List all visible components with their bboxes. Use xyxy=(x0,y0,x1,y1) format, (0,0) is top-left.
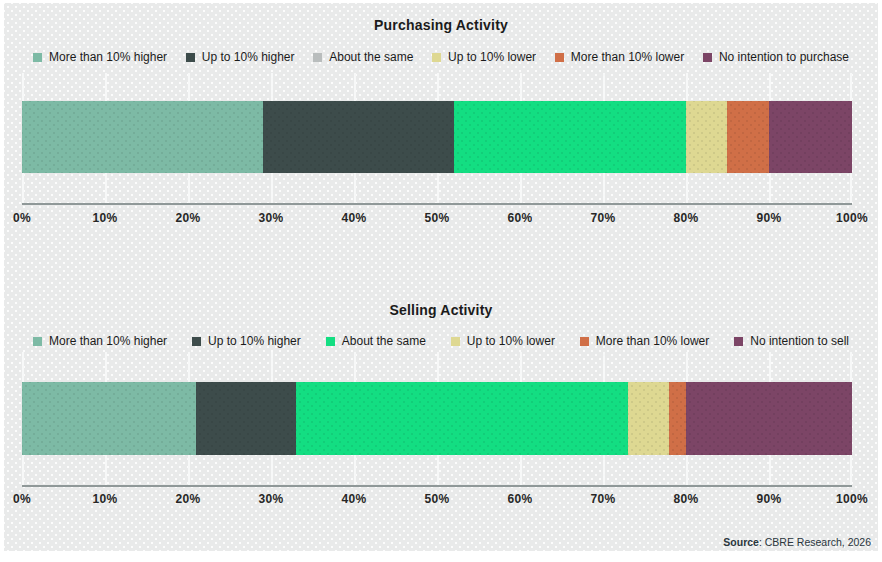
segment-no-intention-to-purchase xyxy=(769,101,852,173)
segment-more-than-10pct-lower xyxy=(727,101,769,173)
x-axis-selling: 0% 10% 20% 30% 40% 50% 60% 70% 80% 90% 1… xyxy=(22,492,852,510)
axis-tick-label: 50% xyxy=(425,492,450,506)
chart-panel: Purchasing Activity More than 10% higher… xyxy=(4,3,878,551)
chart-title-selling: Selling Activity xyxy=(4,302,878,318)
legend-swatch xyxy=(555,53,564,62)
segment-no-intention-to-sell xyxy=(686,382,852,455)
axis-tick-label: 80% xyxy=(674,211,699,225)
stacked-bar-purchasing xyxy=(22,101,852,173)
legend-label: More than 10% lower xyxy=(571,50,684,64)
legend-item: No intention to purchase xyxy=(703,50,849,64)
axis-tick-label: 0% xyxy=(13,492,31,506)
legend-item: Up to 10% lower xyxy=(432,50,536,64)
segment-up-to-10pct-higher xyxy=(263,101,454,173)
segment-up-to-10pct-lower xyxy=(686,101,728,173)
axis-tick-label: 80% xyxy=(674,492,699,506)
source-text: : CBRE Research, 2026 xyxy=(759,536,871,548)
legend-swatch xyxy=(734,337,743,346)
legend-item: No intention to sell xyxy=(734,334,849,348)
legend-item: About the same xyxy=(326,334,426,348)
x-axis-purchasing: 0% 10% 20% 30% 40% 50% 60% 70% 80% 90% 1… xyxy=(22,211,852,229)
legend-purchasing: More than 10% higher Up to 10% higher Ab… xyxy=(4,50,878,64)
legend-label: More than 10% higher xyxy=(49,50,167,64)
legend-item: Up to 10% higher xyxy=(186,50,295,64)
axis-tick-label: 40% xyxy=(342,492,367,506)
legend-label: Up to 10% lower xyxy=(467,334,555,348)
legend-swatch xyxy=(451,337,460,346)
legend-selling: More than 10% higher Up to 10% higher Ab… xyxy=(4,334,878,348)
stacked-bar-selling xyxy=(22,382,852,455)
axis-tick-label: 100% xyxy=(836,211,868,225)
legend-item: Up to 10% higher xyxy=(192,334,301,348)
axis-tick-label: 10% xyxy=(93,492,118,506)
axis-tick-label: 0% xyxy=(13,211,31,225)
segment-more-than-10pct-lower xyxy=(669,382,686,455)
legend-swatch xyxy=(580,337,589,346)
legend-label: Up to 10% higher xyxy=(202,50,295,64)
source-label: Source xyxy=(723,536,759,548)
legend-item: More than 10% higher xyxy=(33,50,167,64)
legend-swatch xyxy=(432,53,441,62)
axis-tick-label: 10% xyxy=(93,211,118,225)
axis-tick-label: 30% xyxy=(259,211,284,225)
axis-tick-label: 60% xyxy=(508,211,533,225)
axis-tick-label: 90% xyxy=(757,211,782,225)
segment-up-to-10pct-lower xyxy=(628,382,670,455)
legend-swatch xyxy=(703,53,712,62)
legend-label: Up to 10% higher xyxy=(208,334,301,348)
plot-area-purchasing xyxy=(22,73,852,205)
axis-tick-label: 30% xyxy=(259,492,284,506)
legend-swatch xyxy=(186,53,195,62)
legend-swatch xyxy=(192,337,201,346)
legend-swatch xyxy=(313,53,322,62)
legend-label: About the same xyxy=(329,50,413,64)
axis-tick-label: 40% xyxy=(342,211,367,225)
legend-item: About the same xyxy=(313,50,413,64)
axis-tick-label: 90% xyxy=(757,492,782,506)
axis-tick-label: 70% xyxy=(591,211,616,225)
legend-item: More than 10% higher xyxy=(33,334,167,348)
legend-item: Up to 10% lower xyxy=(451,334,555,348)
legend-swatch xyxy=(33,53,42,62)
segment-up-to-10pct-higher xyxy=(196,382,296,455)
segment-about-the-same xyxy=(454,101,686,173)
legend-swatch xyxy=(326,337,335,346)
legend-label: No intention to purchase xyxy=(719,50,849,64)
axis-tick-label: 60% xyxy=(508,492,533,506)
chart-title-purchasing: Purchasing Activity xyxy=(4,17,878,33)
source-note: Source: CBRE Research, 2026 xyxy=(723,536,871,548)
segment-more-than-10pct-higher xyxy=(22,382,196,455)
axis-tick-label: 20% xyxy=(176,492,201,506)
legend-label: Up to 10% lower xyxy=(448,50,536,64)
legend-swatch xyxy=(33,337,42,346)
segment-about-the-same xyxy=(296,382,628,455)
legend-label: More than 10% lower xyxy=(596,334,709,348)
legend-item: More than 10% lower xyxy=(555,50,684,64)
segment-more-than-10pct-higher xyxy=(22,101,263,173)
legend-label: No intention to sell xyxy=(750,334,849,348)
plot-area-selling xyxy=(22,352,852,487)
legend-label: More than 10% higher xyxy=(49,334,167,348)
legend-label: About the same xyxy=(342,334,426,348)
legend-item: More than 10% lower xyxy=(580,334,709,348)
axis-tick-label: 20% xyxy=(176,211,201,225)
axis-tick-label: 100% xyxy=(836,492,868,506)
axis-tick-label: 50% xyxy=(425,211,450,225)
axis-tick-label: 70% xyxy=(591,492,616,506)
